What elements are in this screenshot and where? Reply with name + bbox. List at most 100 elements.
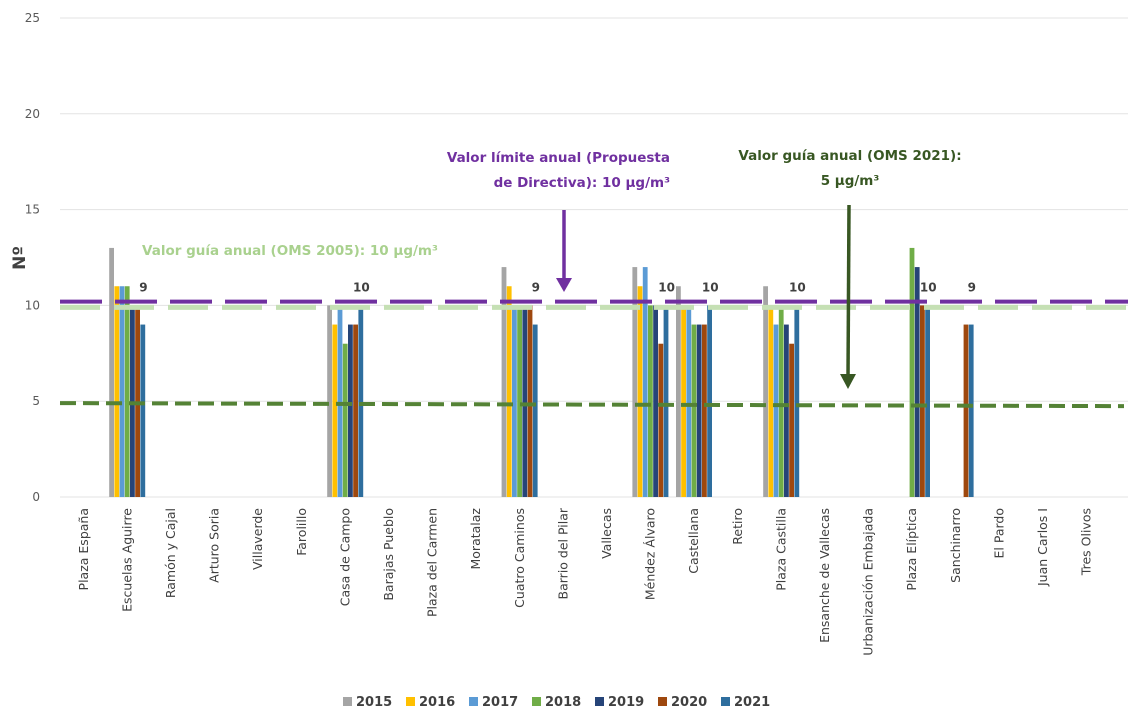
legend-label: 2016 (419, 695, 455, 710)
bar (114, 286, 120, 497)
bar (532, 324, 538, 497)
bar (691, 324, 697, 497)
annotations: Valor guía anual (OMS 2005): 10 µg/m³ Val… (142, 148, 962, 389)
bars (109, 247, 974, 497)
legend: 2015 2016 2017 2018 2019 2020 2021 (343, 695, 770, 710)
x-tick-label: El Pardo (991, 508, 1006, 558)
bar (663, 305, 669, 497)
bar (658, 343, 664, 497)
arrow-oms-2021 (846, 204, 851, 379)
legend-label: 2021 (734, 695, 770, 710)
bar (676, 286, 681, 497)
bar (130, 305, 135, 497)
legend-swatch-2016 (406, 697, 415, 706)
bar (506, 286, 512, 497)
bar (784, 324, 789, 497)
legend-label: 2015 (356, 695, 392, 710)
bar (653, 305, 658, 497)
data-label: 10 (789, 281, 806, 295)
bar (768, 305, 774, 497)
x-tick-label: Sanchinarro (948, 508, 963, 583)
x-tick-label: Barajas Pueblo (381, 508, 396, 601)
bar (763, 286, 768, 497)
x-tick-label: Farolillo (294, 508, 309, 556)
x-tick-label: Moratalaz (468, 508, 483, 570)
bar (696, 324, 702, 497)
y-tick-label: 25 (25, 11, 40, 25)
x-tick-label: Retiro (730, 508, 745, 545)
bar (327, 305, 332, 497)
legend-swatch-2020 (658, 697, 667, 706)
bar (920, 305, 925, 497)
bar (914, 267, 920, 497)
y-tick-label: 0 (32, 490, 40, 504)
x-axis-categories: Plaza España Escuelas Aguirre Ramón y Caja… (76, 507, 1094, 656)
bar (527, 305, 533, 497)
y-axis-ticks: 0 5 10 15 20 25 (25, 11, 40, 504)
reference-line (59, 401, 1125, 409)
bar (358, 305, 364, 497)
bar (702, 324, 707, 497)
x-tick-label: Ramón y Cajal (163, 508, 178, 598)
x-tick-label: Plaza Elíptica (904, 508, 919, 591)
data-label: 10 (658, 281, 675, 295)
x-tick-label: Escuelas Aguirre (119, 508, 134, 612)
x-tick-label: Cuatro Caminos (512, 508, 527, 608)
data-label: 10 (920, 281, 937, 295)
annotation-directiva-line2: de Directiva): 10 µg/m³ (494, 175, 671, 191)
bar (632, 267, 638, 497)
legend-label: 2020 (671, 695, 707, 710)
bar (778, 305, 784, 497)
bar (342, 343, 348, 497)
data-labels: 9 10 9 10 10 10 10 9 (139, 281, 976, 295)
bar (501, 267, 507, 497)
annotation-directiva-line1: Valor límite anual (Propuesta (447, 150, 670, 166)
x-tick-label: Arturo Soria (207, 508, 222, 583)
data-label: 9 (532, 281, 540, 295)
legend-label: 2018 (545, 695, 581, 710)
bar (124, 286, 130, 497)
x-tick-label: Castellana (686, 508, 701, 574)
data-label: 10 (702, 281, 719, 295)
legend-label: 2019 (608, 695, 644, 710)
bar (707, 305, 712, 497)
bar (773, 324, 779, 497)
bar (789, 343, 794, 497)
bar (140, 324, 146, 497)
x-tick-label: Barrio del Pilar (555, 507, 570, 599)
y-tick-label: 5 (32, 394, 40, 408)
bar (332, 324, 338, 497)
annotation-oms-2021-line1: Valor guía anual (OMS 2021): (738, 148, 961, 164)
x-tick-label: Plaza del Carmen (425, 508, 440, 617)
bar (794, 305, 800, 497)
data-label: 9 (139, 281, 147, 295)
x-tick-label: Ensanche de Vallecas (817, 508, 832, 643)
legend-swatch-2018 (532, 697, 541, 706)
bar (135, 305, 140, 497)
x-tick-label: Casa de Campo (337, 508, 352, 606)
bar (642, 267, 648, 497)
bar (337, 305, 343, 497)
y-tick-label: 20 (25, 107, 40, 121)
bar (353, 324, 358, 497)
x-tick-label: Plaza Castilla (773, 508, 788, 591)
bar (517, 305, 522, 497)
bar (963, 324, 969, 497)
y-tick-label: 10 (25, 298, 40, 312)
annotation-oms-2005: Valor guía anual (OMS 2005): 10 µg/m³ (142, 243, 438, 259)
reference-lines (59, 299, 1128, 409)
legend-swatch-2021 (721, 697, 730, 706)
y-tick-label: 15 (25, 203, 40, 217)
bar (968, 324, 974, 497)
x-tick-label: Tres Olivos (1079, 508, 1094, 576)
legend-swatch-2017 (469, 697, 478, 706)
legend-swatch-2015 (343, 697, 352, 706)
x-tick-label: Urbanización Embajada (861, 508, 876, 656)
bar (648, 305, 653, 497)
bar (681, 305, 686, 497)
annotation-oms-2021-line2: 5 µg/m³ (821, 173, 880, 189)
bar (686, 305, 692, 497)
x-tick-label: Plaza España (76, 508, 91, 590)
bar (119, 286, 125, 497)
